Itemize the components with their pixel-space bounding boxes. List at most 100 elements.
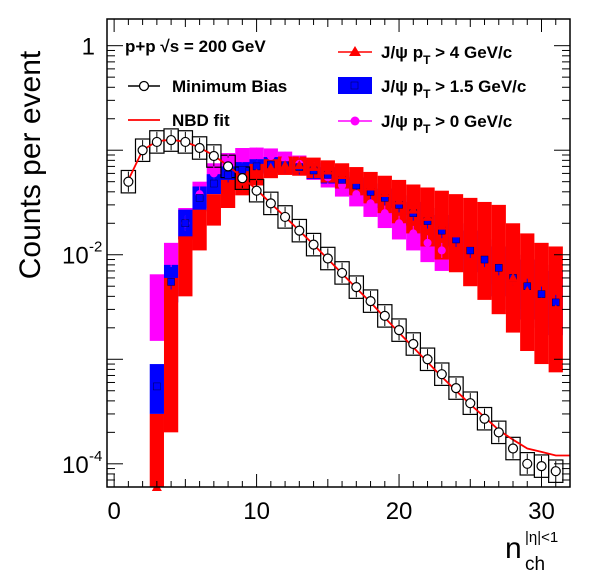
plot-frame bbox=[106, 18, 571, 488]
mb-syst-box-10 bbox=[263, 191, 279, 216]
jpsi0-point-18 bbox=[409, 229, 418, 238]
mb-point-20 bbox=[408, 338, 419, 350]
jpsi4-point-24 bbox=[493, 254, 504, 264]
jpsi15-point-27 bbox=[537, 290, 546, 298]
mb-point-26 bbox=[493, 427, 504, 438]
mb-point-8 bbox=[237, 173, 248, 184]
legend-entry-nbd: NBD fit bbox=[128, 111, 230, 130]
mb-point-10 bbox=[265, 198, 276, 209]
jpsi0-point-17 bbox=[395, 219, 404, 228]
x-axis-label-sup: |η|<1 bbox=[525, 529, 558, 546]
mb-point-0 bbox=[123, 176, 134, 187]
jpsi15-point-24 bbox=[495, 264, 503, 272]
jpsi4-point-14 bbox=[351, 174, 362, 184]
jpsi15-point-6 bbox=[238, 166, 247, 174]
mb-point-17 bbox=[365, 296, 376, 307]
system-label: p+p √s = 200 GeV bbox=[125, 37, 266, 56]
jpsi0-point-15 bbox=[366, 199, 375, 208]
mb-point-16 bbox=[351, 282, 362, 293]
jpsi4-band-0 bbox=[149, 413, 164, 487]
legend-mb-label: Minimum Bias bbox=[172, 77, 287, 96]
legend-jpsi4-label: J/ψ pT > 4 GeV/c bbox=[381, 43, 512, 67]
jpsi4-point-26 bbox=[522, 285, 533, 295]
mb-syst-box-0 bbox=[120, 169, 137, 194]
jpsi0-point-8 bbox=[266, 152, 275, 161]
mb-syst-box-14 bbox=[320, 246, 336, 271]
jpsi15-point-5 bbox=[224, 171, 232, 179]
y-axis-label: Counts per event bbox=[14, 50, 47, 279]
jpsi4-point-19 bbox=[422, 211, 433, 221]
mb-point-14 bbox=[322, 253, 333, 264]
mb-syst-box-27 bbox=[505, 436, 521, 461]
legend-jpsi15-marker bbox=[350, 81, 359, 90]
mb-point-3 bbox=[166, 134, 177, 146]
jpsi15-point-3 bbox=[195, 194, 204, 202]
jpsi4-point-27 bbox=[536, 297, 547, 307]
mb-point-27 bbox=[507, 443, 519, 454]
mb-point-2 bbox=[151, 136, 162, 148]
jpsi0-point-19 bbox=[423, 238, 432, 247]
mb-syst-box-26 bbox=[491, 420, 507, 445]
y-tick-label-exp-1: -2 bbox=[89, 239, 102, 256]
mb-syst-box-22 bbox=[434, 362, 450, 386]
jpsi4-point-15 bbox=[365, 181, 376, 191]
legend: Minimum Bias NBD fit J/ψ pT > 4 GeV/c J/… bbox=[128, 43, 526, 136]
mb-syst-box-23 bbox=[448, 376, 464, 400]
jpsi0-band-0 bbox=[149, 274, 164, 341]
jpsi0-point-14 bbox=[352, 190, 361, 199]
x-axis-label-main: n bbox=[505, 532, 522, 565]
mb-point-24 bbox=[465, 398, 476, 409]
y-tick-label-0: 1 bbox=[82, 34, 95, 61]
y-tick-label-exp-2: -4 bbox=[89, 448, 102, 465]
legend-nbd-label: NBD fit bbox=[172, 111, 230, 130]
jpsi0-point-20 bbox=[437, 246, 446, 255]
jpsi0-point-1 bbox=[167, 255, 176, 264]
jpsi4-point-1 bbox=[166, 312, 177, 322]
jpsi4-point-20 bbox=[436, 220, 447, 230]
mb-point-11 bbox=[279, 211, 291, 223]
mb-syst-box-17 bbox=[362, 289, 379, 313]
mb-point-19 bbox=[393, 325, 405, 336]
legend-jpsi15-label: J/ψ pT > 1.5 GeV/c bbox=[381, 77, 526, 101]
jpsi4-band-1 bbox=[163, 277, 179, 433]
data-markers bbox=[123, 134, 561, 491]
jpsi4-point-17 bbox=[394, 195, 405, 205]
legend-entry-mb: Minimum Bias bbox=[128, 77, 287, 96]
mb-syst-box-15 bbox=[334, 261, 350, 285]
jpsi4-point-12 bbox=[322, 165, 333, 175]
mb-syst-box-20 bbox=[405, 332, 422, 356]
jpsi4-point-11 bbox=[308, 162, 319, 172]
mb-point-12 bbox=[294, 225, 305, 236]
jpsi15-point-4 bbox=[210, 179, 218, 188]
mb-syst-box-24 bbox=[462, 391, 478, 416]
mb-syst-box-19 bbox=[391, 318, 407, 342]
jpsi4-point-2 bbox=[180, 257, 191, 267]
jpsi4-point-25 bbox=[508, 272, 519, 282]
mb-point-22 bbox=[436, 369, 447, 380]
jpsi4-point-18 bbox=[408, 204, 419, 214]
jpsi4-point-10 bbox=[294, 160, 305, 170]
jpsi4-point-8 bbox=[265, 162, 276, 172]
jpsi4-point-3 bbox=[194, 223, 205, 233]
mb-syst-box-21 bbox=[419, 347, 436, 372]
jpsi4-point-7 bbox=[251, 168, 262, 178]
legend-jpsi0-label: J/ψ pT > 0 GeV/c bbox=[381, 112, 512, 136]
jpsi4-point-28 bbox=[550, 304, 561, 314]
jpsi15-point-22 bbox=[466, 246, 475, 255]
mb-point-15 bbox=[336, 267, 348, 279]
mb-syst-box-12 bbox=[291, 218, 308, 243]
mb-point-1 bbox=[137, 145, 148, 156]
jpsi15-point-23 bbox=[480, 255, 489, 264]
legend-jpsi0-marker bbox=[350, 116, 360, 126]
x-tick-label-0: 0 bbox=[107, 498, 120, 525]
mb-point-21 bbox=[422, 354, 433, 365]
jpsi0-point-0 bbox=[152, 292, 161, 301]
jpsi4-point-21 bbox=[451, 228, 462, 238]
legend-jpsi4-marker bbox=[349, 46, 361, 56]
jpsi4-point-22 bbox=[465, 237, 476, 247]
jpsi0-point-16 bbox=[380, 209, 389, 218]
mb-syst-box-13 bbox=[305, 232, 322, 257]
jpsi4-point-5 bbox=[223, 186, 234, 196]
mb-point-25 bbox=[479, 413, 490, 424]
